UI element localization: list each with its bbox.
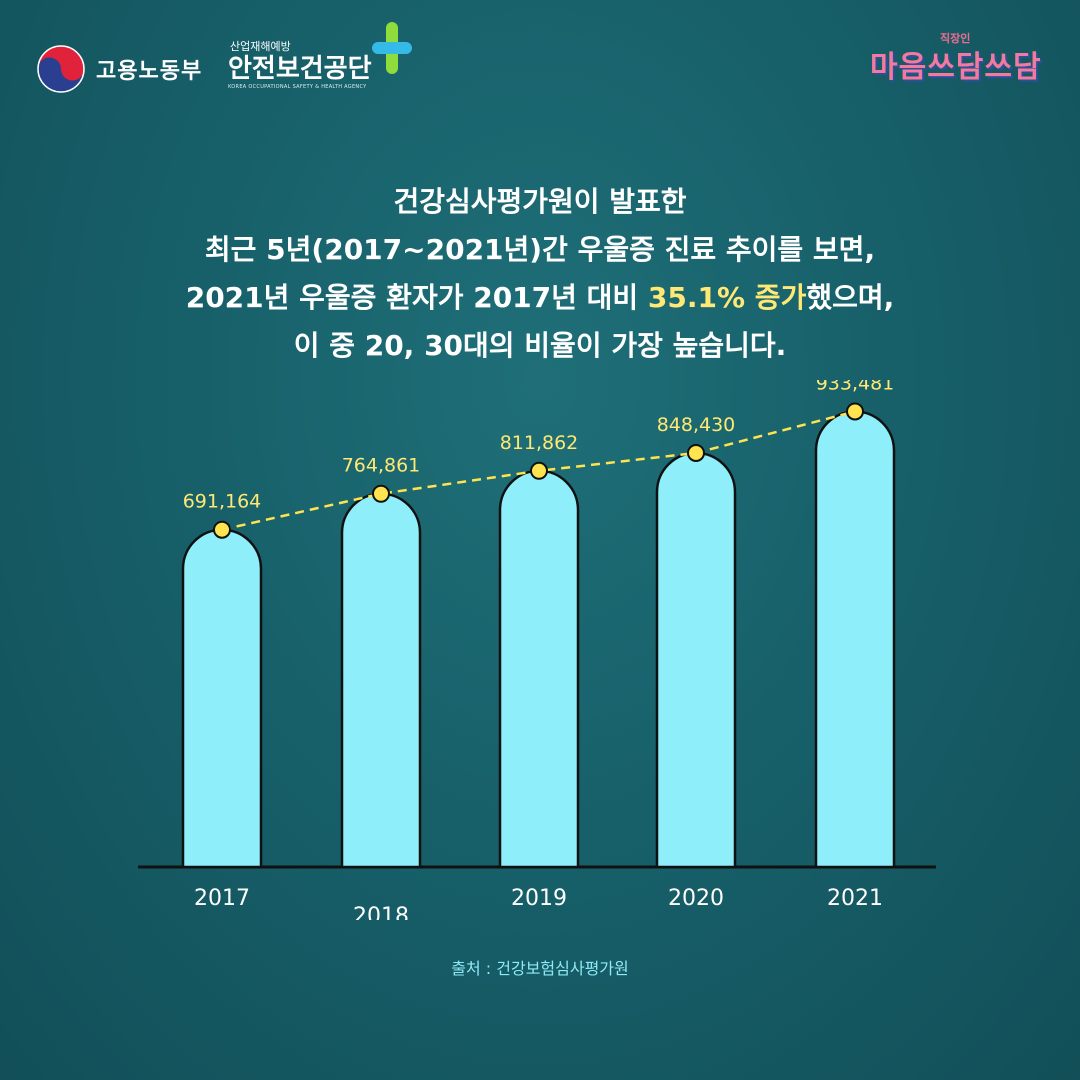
bar-2017 <box>181 528 263 869</box>
data-point-2021 <box>846 402 864 421</box>
headline-line-3: 2021년 우울증 환자가 2017년 대비 35.1% 증가했으며, <box>0 274 1080 322</box>
data-point-2018 <box>372 484 390 503</box>
value-label-2017: 691,164 <box>183 491 262 513</box>
bar-2018 <box>340 492 422 869</box>
ministry-label: 고용노동부 <box>96 59 203 84</box>
bar-2019 <box>498 469 580 869</box>
headline-line-3-end: 했으며, <box>806 281 895 314</box>
headline-line-2: 최근 5년(2017~2021년)간 우울증 진료 추이를 보면, <box>204 233 876 266</box>
category-label-2019: 2019 <box>511 886 567 911</box>
headline-line-4: 이 중 20, 30대의 비율이 가장 높습니다. <box>293 329 787 362</box>
agency-logo: 산업재해예방 안전보건공단 KOREA OCCUPATIONAL SAFETY … <box>228 38 372 90</box>
headline: 건강심사평가원이 발표한 최근 5년(2017~2021년)간 우울증 진료 추… <box>0 178 1080 370</box>
category-label-2021: 2021 <box>827 886 883 911</box>
source-note: 출처 : 건강보험심사평가원 <box>451 959 629 978</box>
bar-2021 <box>814 410 896 869</box>
taegeuk-icon <box>37 45 85 93</box>
health-cross-icon <box>372 22 412 74</box>
campaign-logo: 직장인 마음쓰담쓰담 <box>870 30 1050 90</box>
category-label-2017: 2017 <box>194 886 250 911</box>
value-label-2021: 933,481 <box>816 380 895 394</box>
value-label-2018: 764,861 <box>342 455 421 477</box>
agency-english-name: KOREA OCCUPATIONAL SAFETY & HEALTH AGENC… <box>228 84 367 90</box>
value-label-2019: 811,862 <box>500 432 579 454</box>
headline-line-3-start: 2021년 우울증 환자가 2017년 대비 <box>185 281 648 314</box>
category-label-2020: 2020 <box>668 886 724 911</box>
data-point-2017 <box>213 520 231 539</box>
headline-highlight: 35.1% 증가 <box>647 281 807 314</box>
ministry-logo: 고용노동부 <box>36 44 202 94</box>
agency-subtitle: 산업재해예방 <box>230 40 291 53</box>
campaign-title: 마음쓰담쓰담 <box>870 50 1042 85</box>
agency-name: 안전보건공단 <box>228 54 372 84</box>
category-label-2018: 2018 <box>353 904 409 920</box>
headline-line-1: 건강심사평가원이 발표한 <box>393 185 687 218</box>
data-point-2019 <box>530 461 548 480</box>
bar-2020 <box>655 451 737 869</box>
header: 고용노동부 산업재해예방 안전보건공단 KOREA OCCUPATIONAL S… <box>0 0 1080 120</box>
data-point-2020 <box>687 443 705 462</box>
campaign-small-text: 직장인 <box>940 32 971 45</box>
patient-bar-chart: 691,164 2017 764,861 2018 811,862 2019 848,430… <box>138 380 936 920</box>
value-label-2020: 848,430 <box>657 414 736 436</box>
